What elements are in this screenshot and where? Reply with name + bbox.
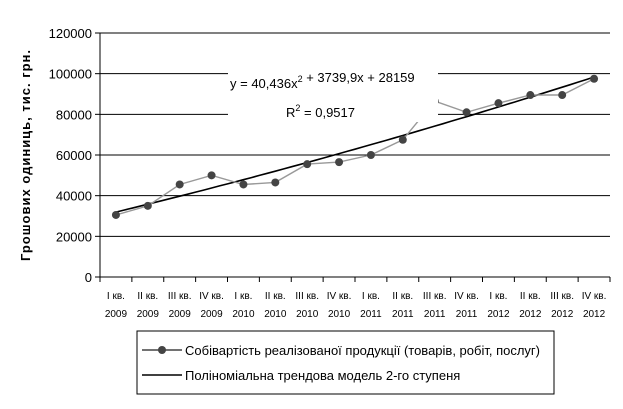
x-tick-label-year: 2009 bbox=[137, 309, 160, 320]
legend-item-trend: Поліноміальна трендова модель 2-го ступе… bbox=[142, 368, 460, 383]
y-tick-label: 0 bbox=[85, 270, 92, 285]
x-tick-label-year: 2010 bbox=[264, 309, 287, 320]
trend-equation: y = 40,436x2 + 3739,9x + 28159 bbox=[230, 70, 415, 91]
data-point bbox=[335, 158, 344, 167]
legend-marker-icon bbox=[158, 346, 166, 354]
x-tick-label-quarter: II кв. bbox=[137, 291, 158, 302]
data-point bbox=[398, 135, 407, 144]
data-point bbox=[366, 151, 375, 159]
x-tick-label-year: 2012 bbox=[519, 309, 542, 320]
y-tick-label: 100000 bbox=[49, 67, 92, 82]
data-point bbox=[111, 210, 120, 219]
y-tick-label: 60000 bbox=[56, 148, 92, 163]
trend-curve bbox=[115, 76, 595, 213]
x-tick-label-quarter: II кв. bbox=[520, 291, 541, 302]
x-tick-label-quarter: II кв. bbox=[265, 291, 286, 302]
x-tick-label-quarter: IV кв. bbox=[582, 291, 607, 302]
x-tick-label-year: 2012 bbox=[551, 309, 574, 320]
x-tick-label-year: 2012 bbox=[583, 309, 606, 320]
data-point bbox=[175, 180, 184, 189]
data-point bbox=[462, 108, 471, 117]
x-tick-label-quarter: I кв. bbox=[362, 291, 380, 302]
x-tick-label-year: 2009 bbox=[105, 309, 128, 320]
data-point bbox=[558, 91, 567, 100]
data-point bbox=[494, 99, 503, 108]
y-tick-label: 40000 bbox=[56, 189, 92, 204]
x-tick-label-quarter: III кв. bbox=[168, 291, 192, 302]
x-tick-label-year: 2012 bbox=[487, 309, 510, 320]
data-point bbox=[239, 180, 248, 189]
x-tick-label-quarter: III кв. bbox=[550, 291, 574, 302]
x-tick-label-year: 2009 bbox=[200, 309, 223, 320]
x-tick-label-year: 2011 bbox=[392, 309, 414, 320]
r-squared: R2 = 0,9517 bbox=[286, 103, 355, 120]
data-point bbox=[303, 160, 312, 169]
x-tick-label-quarter: I кв. bbox=[107, 291, 125, 302]
data-point bbox=[207, 171, 216, 180]
x-tick-label-year: 2011 bbox=[424, 309, 446, 320]
legend-label-trend: Поліноміальна трендова модель 2-го ступе… bbox=[185, 368, 460, 383]
x-tick-label-year: 2010 bbox=[232, 309, 255, 320]
x-tick-label-quarter: IV кв. bbox=[327, 291, 352, 302]
x-tick-label-year: 2010 bbox=[296, 309, 319, 320]
x-tick-label-year: 2011 bbox=[456, 309, 478, 320]
series-line bbox=[115, 78, 595, 216]
x-tick-label-quarter: IV кв. bbox=[454, 291, 479, 302]
x-tick-label-year: 2010 bbox=[328, 309, 351, 320]
x-tick-label-year: 2011 bbox=[360, 309, 382, 320]
equation-box bbox=[228, 70, 438, 122]
x-tick-label-quarter: III кв. bbox=[423, 291, 447, 302]
data-point bbox=[526, 91, 535, 100]
x-tick-label-quarter: III кв. bbox=[295, 291, 319, 302]
x-tick-label-quarter: IV кв. bbox=[199, 291, 224, 302]
x-axis-ticks: I кв. 2009 II кв. 2009 III кв. 2009 IV кв. 2009… bbox=[99, 277, 611, 320]
y-axis-ticks: 0 20000 40000 60000 80000 100000 120000 bbox=[49, 26, 100, 285]
grid-lines bbox=[100, 32, 610, 237]
x-tick-label-quarter: I кв. bbox=[489, 291, 507, 302]
trend-line bbox=[115, 76, 595, 213]
x-tick-label-quarter: I кв. bbox=[234, 291, 252, 302]
x-tick-label-quarter: II кв. bbox=[392, 291, 413, 302]
data-point bbox=[590, 74, 599, 83]
legend-box bbox=[136, 330, 555, 395]
data-point bbox=[143, 201, 152, 210]
legend-label-series: Собівартість реалізованої продукції (тов… bbox=[185, 343, 540, 358]
y-tick-label: 120000 bbox=[49, 26, 92, 41]
x-tick-label-year: 2009 bbox=[169, 309, 192, 320]
data-point bbox=[271, 178, 280, 187]
data-series bbox=[111, 74, 599, 219]
y-tick-label: 20000 bbox=[56, 229, 92, 244]
legend-item-series: Собівартість реалізованої продукції (тов… bbox=[142, 343, 540, 358]
y-axis-label: Грошових одиниць, тис. грн. bbox=[18, 49, 33, 261]
y-tick-label: 80000 bbox=[56, 107, 92, 122]
